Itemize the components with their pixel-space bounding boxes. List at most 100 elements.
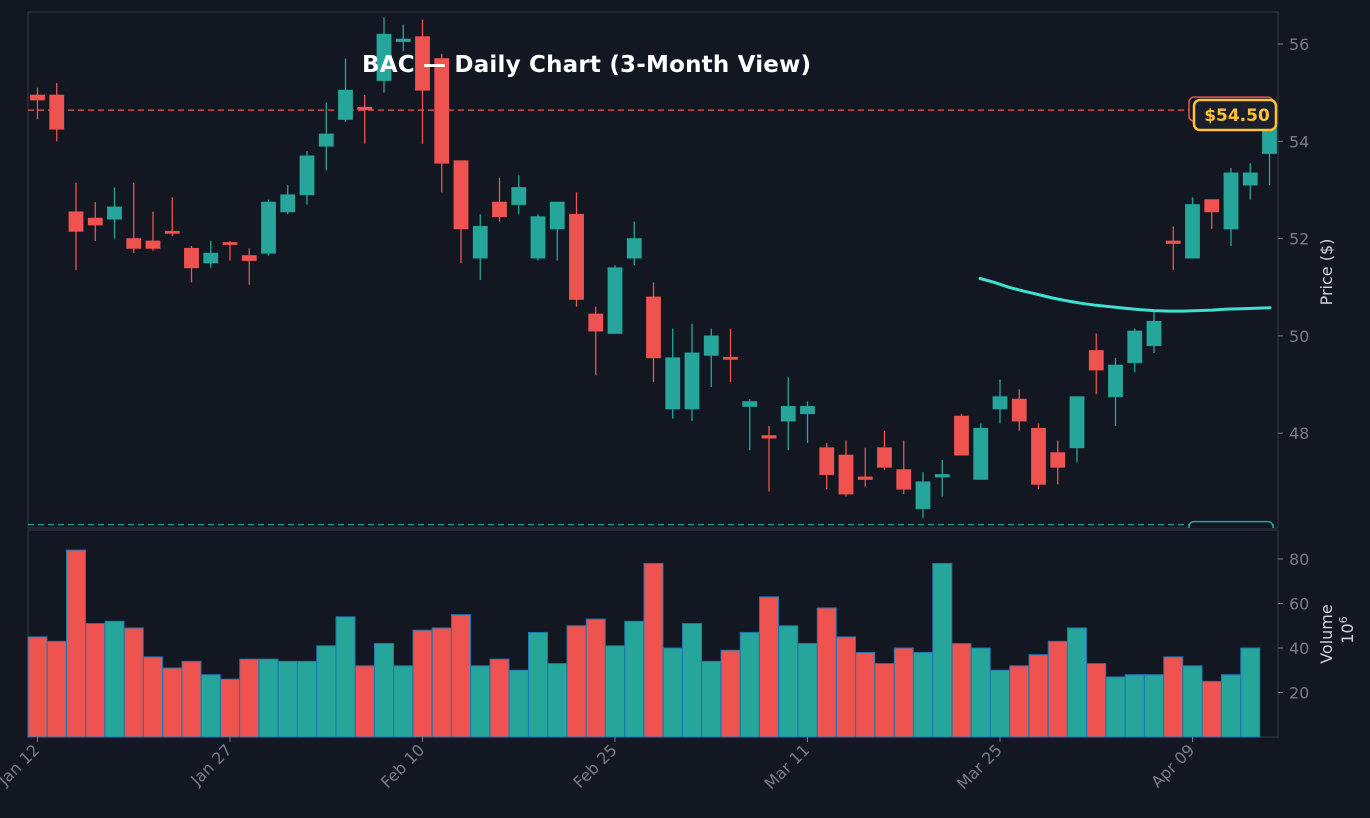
volume-multiplier-label: 106 (1337, 616, 1357, 643)
price-panel-frame (27, 11, 1279, 529)
volume-bar (624, 620, 645, 738)
price-tick-label: 56 (1289, 35, 1309, 54)
candle-body (1069, 396, 1085, 449)
candle-body (915, 481, 931, 510)
candle (241, 248, 257, 285)
volume-bar (258, 658, 279, 738)
candle (1204, 199, 1220, 229)
date-tick-label: Jan 27 (186, 740, 236, 790)
candle-body (954, 415, 969, 456)
volume-bar (104, 620, 125, 738)
support-resistance-lines (28, 109, 1278, 526)
volume-bar (739, 631, 760, 738)
volume-bar (220, 678, 240, 738)
volume-bar (1240, 647, 1261, 738)
candle (780, 377, 796, 451)
date-tick-label: Jan 12 (0, 740, 43, 790)
volume-bar (836, 636, 856, 738)
candle-body (1011, 398, 1027, 422)
candle-body (684, 352, 700, 410)
date-tick-label: Apr 09 (1147, 740, 1198, 791)
price-annotations: R: $54.64S: $46.12$54.50 (1188, 96, 1278, 528)
volume-bar (1201, 680, 1222, 738)
candle (588, 306, 604, 375)
volume-bar (27, 636, 48, 738)
candle-body (607, 267, 623, 334)
candle (838, 440, 854, 497)
volume-bar (528, 631, 548, 738)
volume-bar (181, 660, 202, 738)
volume-bar (585, 618, 606, 738)
volume-bar (412, 629, 433, 738)
candle-body (780, 406, 796, 422)
candle-body (549, 201, 565, 230)
candle (607, 265, 623, 334)
volume-bar (85, 623, 106, 738)
volume-bar (470, 665, 491, 738)
candle (626, 221, 642, 266)
candle (492, 177, 507, 222)
candle (857, 447, 873, 487)
candle (742, 399, 758, 451)
candle-body (646, 296, 661, 359)
volume-bars (27, 549, 1261, 738)
price-tick-label: 54 (1289, 132, 1309, 151)
candle-body (511, 187, 527, 205)
candle (126, 182, 142, 254)
candle (222, 241, 238, 261)
candle (164, 197, 180, 237)
volume-bar (277, 660, 298, 738)
candle-body (203, 252, 219, 264)
date-tick-label: Feb 25 (569, 740, 620, 791)
candle (1165, 226, 1181, 271)
candle (376, 17, 392, 93)
current-price-box (1192, 98, 1278, 132)
candle (395, 24, 411, 52)
candle-body (1185, 204, 1200, 259)
candle (1242, 163, 1258, 200)
moving-average-line (978, 277, 1272, 313)
candle (184, 245, 199, 283)
volume-bar (701, 660, 722, 738)
volume-bar (374, 643, 394, 738)
candle (973, 423, 989, 480)
candle-body (184, 247, 199, 269)
candle (261, 199, 276, 256)
candle (30, 87, 45, 120)
date-tick-label: Mar 11 (761, 740, 814, 793)
volume-bar (913, 651, 933, 738)
volume-bar (951, 643, 972, 738)
volume-bar (682, 623, 702, 738)
volume-bar (451, 614, 471, 738)
candle (49, 82, 65, 142)
candle (1031, 423, 1046, 490)
candle (549, 201, 565, 261)
current-price-label: $54.50 (1204, 106, 1270, 126)
volume-bar (316, 645, 337, 738)
candle (357, 95, 373, 144)
candle-body (742, 401, 758, 407)
candle (280, 185, 296, 215)
candle-body (1146, 320, 1162, 347)
candle (1069, 396, 1085, 463)
volume-bar (297, 660, 317, 738)
candle (723, 328, 738, 383)
volume-tick-label: 80 (1289, 550, 1309, 569)
candle (299, 151, 315, 205)
candle-body (1031, 427, 1046, 485)
candle-body (299, 155, 315, 196)
candle-body (376, 33, 392, 81)
volume-tick-label: 20 (1289, 684, 1309, 703)
candle-body (492, 201, 507, 218)
candle (1088, 333, 1104, 395)
volume-bar (566, 625, 587, 738)
volume-bar (1182, 665, 1203, 738)
price-tick-label: 52 (1289, 230, 1309, 249)
candle (684, 323, 700, 422)
candle (453, 160, 469, 263)
volume-bar (816, 607, 837, 738)
candle-body (30, 94, 45, 101)
candle-body (588, 313, 604, 332)
candle (877, 430, 892, 470)
price-tick-label: 50 (1289, 327, 1309, 346)
